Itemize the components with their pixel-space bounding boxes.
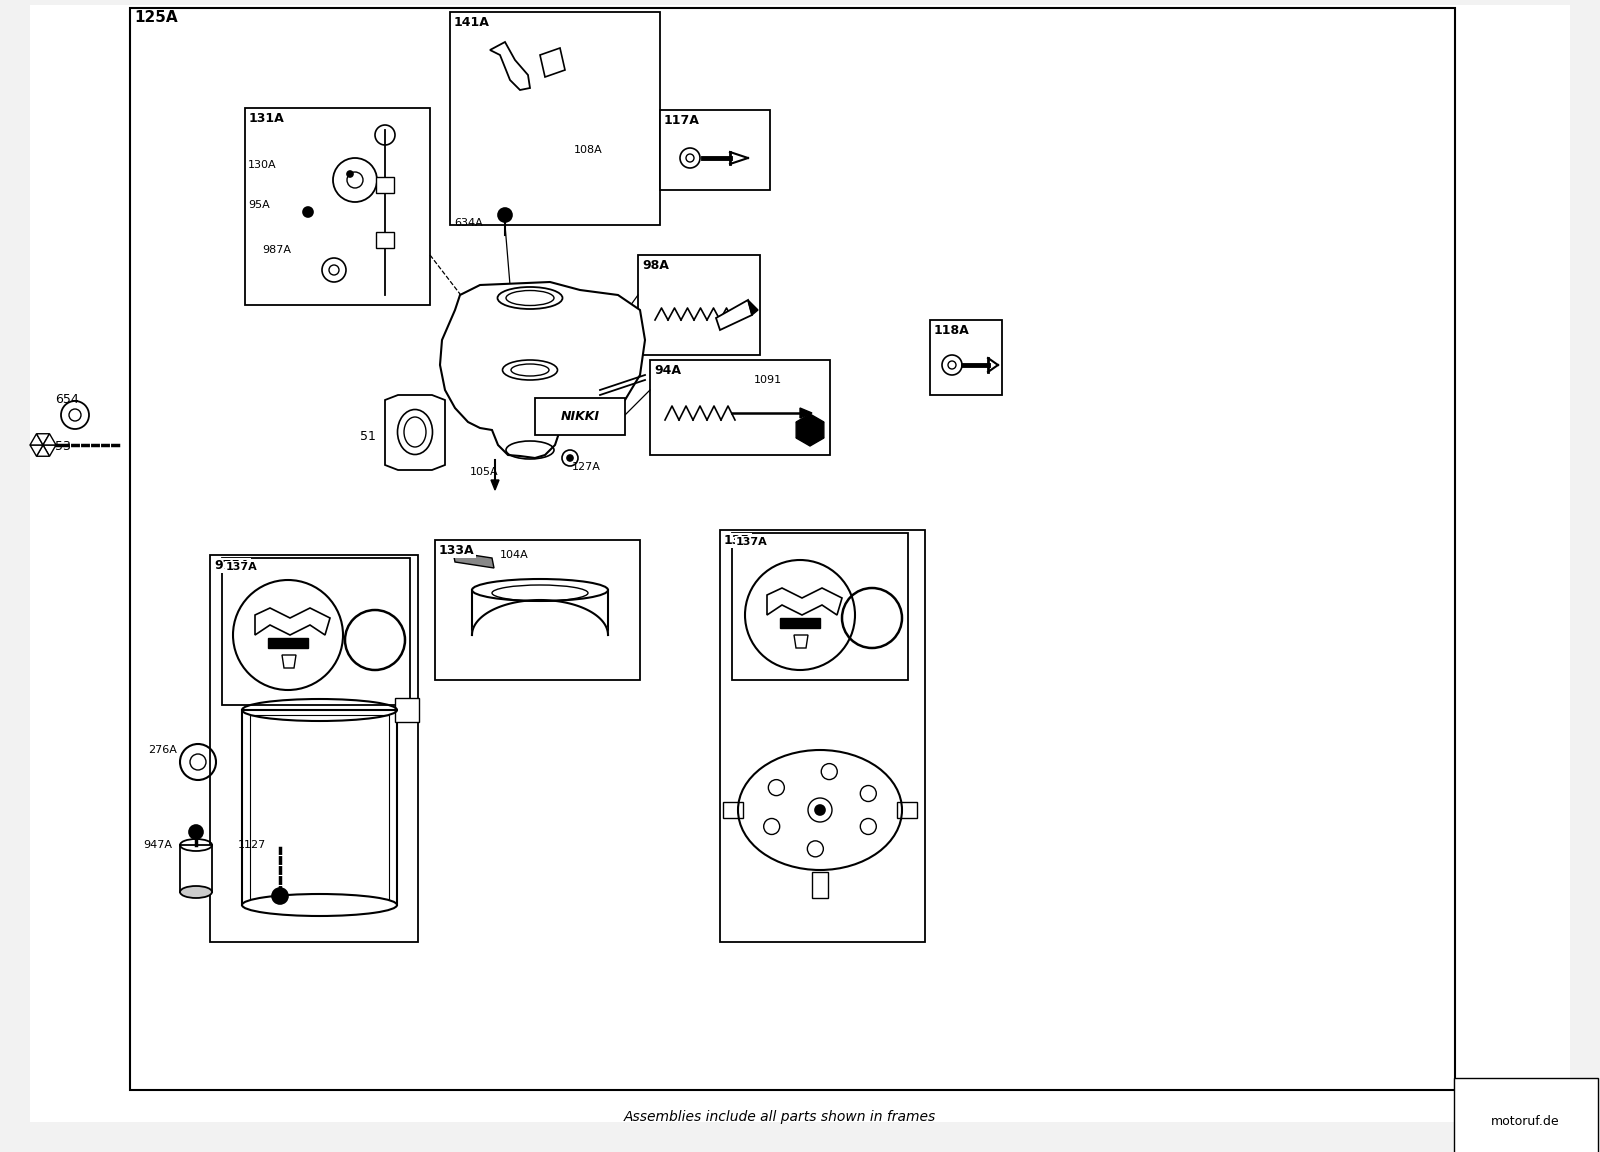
Polygon shape <box>453 552 494 568</box>
Polygon shape <box>749 300 758 314</box>
Text: Assemblies include all parts shown in frames: Assemblies include all parts shown in fr… <box>624 1111 936 1124</box>
Polygon shape <box>30 434 43 445</box>
Text: motoruf.de: motoruf.de <box>1491 1115 1560 1128</box>
Bar <box>450 12 661 225</box>
Text: 125A: 125A <box>134 10 178 25</box>
Polygon shape <box>440 282 645 458</box>
Circle shape <box>347 170 354 177</box>
Polygon shape <box>37 445 50 456</box>
Bar <box>638 255 760 355</box>
Ellipse shape <box>179 886 211 899</box>
Bar <box>245 108 430 305</box>
Text: 975A: 975A <box>214 559 250 573</box>
Bar <box>222 558 410 705</box>
Text: 947A: 947A <box>142 840 173 850</box>
Polygon shape <box>386 395 445 470</box>
Text: 118A: 118A <box>934 324 970 338</box>
Text: 1127: 1127 <box>238 840 266 850</box>
Bar <box>250 715 389 900</box>
Text: 133A: 133A <box>438 544 475 558</box>
Bar <box>720 530 925 942</box>
Bar <box>242 710 397 905</box>
Text: NIKKI: NIKKI <box>560 409 600 423</box>
Polygon shape <box>490 41 530 90</box>
Bar <box>130 8 1454 1090</box>
Bar <box>898 802 917 818</box>
Circle shape <box>272 888 288 904</box>
Text: 104A: 104A <box>499 550 528 560</box>
Circle shape <box>189 825 203 839</box>
Polygon shape <box>797 422 810 438</box>
Bar <box>650 359 830 455</box>
Polygon shape <box>797 414 810 430</box>
Polygon shape <box>800 408 813 418</box>
Text: 127A: 127A <box>573 462 602 472</box>
Polygon shape <box>797 430 810 446</box>
Text: 141A: 141A <box>454 16 490 29</box>
Bar <box>376 177 394 194</box>
Text: 94A: 94A <box>654 364 682 377</box>
Circle shape <box>302 207 314 217</box>
Polygon shape <box>781 617 819 628</box>
Polygon shape <box>810 422 824 438</box>
Text: 1091: 1091 <box>754 376 782 385</box>
Circle shape <box>498 209 512 222</box>
Bar <box>930 320 1002 395</box>
Polygon shape <box>541 48 565 77</box>
Circle shape <box>814 805 826 814</box>
Text: 276A: 276A <box>147 745 178 755</box>
Polygon shape <box>43 434 56 445</box>
Bar <box>534 397 626 435</box>
Text: 130A: 130A <box>248 160 277 170</box>
Text: 654: 654 <box>54 393 78 406</box>
Polygon shape <box>269 638 307 647</box>
Bar <box>733 533 909 680</box>
Text: 105A: 105A <box>470 467 499 477</box>
Polygon shape <box>282 655 296 668</box>
Polygon shape <box>43 445 56 456</box>
Bar <box>210 555 418 942</box>
Text: 135: 135 <box>723 535 750 547</box>
Text: 51: 51 <box>360 430 376 444</box>
Bar <box>813 872 829 899</box>
Text: 95A: 95A <box>248 200 270 210</box>
Bar <box>661 109 770 190</box>
Ellipse shape <box>242 894 397 916</box>
Text: 117A: 117A <box>664 114 699 127</box>
Circle shape <box>566 455 573 461</box>
Text: 53: 53 <box>54 440 70 453</box>
Polygon shape <box>717 300 752 329</box>
Polygon shape <box>491 480 499 490</box>
Polygon shape <box>30 445 43 456</box>
Polygon shape <box>37 434 50 445</box>
Text: 137A: 137A <box>736 537 768 547</box>
Text: 108A: 108A <box>574 145 603 156</box>
Bar <box>723 802 742 818</box>
Polygon shape <box>472 600 608 635</box>
Polygon shape <box>254 608 330 635</box>
Bar <box>395 698 419 722</box>
Text: 131A: 131A <box>250 112 285 126</box>
Bar <box>435 540 640 680</box>
Text: 98A: 98A <box>642 259 669 272</box>
Text: 634A: 634A <box>454 218 483 228</box>
Text: 987A: 987A <box>262 245 291 255</box>
Polygon shape <box>794 635 808 647</box>
Bar <box>376 232 394 248</box>
Polygon shape <box>810 430 824 446</box>
Text: 137A: 137A <box>226 562 258 573</box>
Polygon shape <box>766 588 842 615</box>
Bar <box>179 846 211 892</box>
Polygon shape <box>810 414 824 430</box>
